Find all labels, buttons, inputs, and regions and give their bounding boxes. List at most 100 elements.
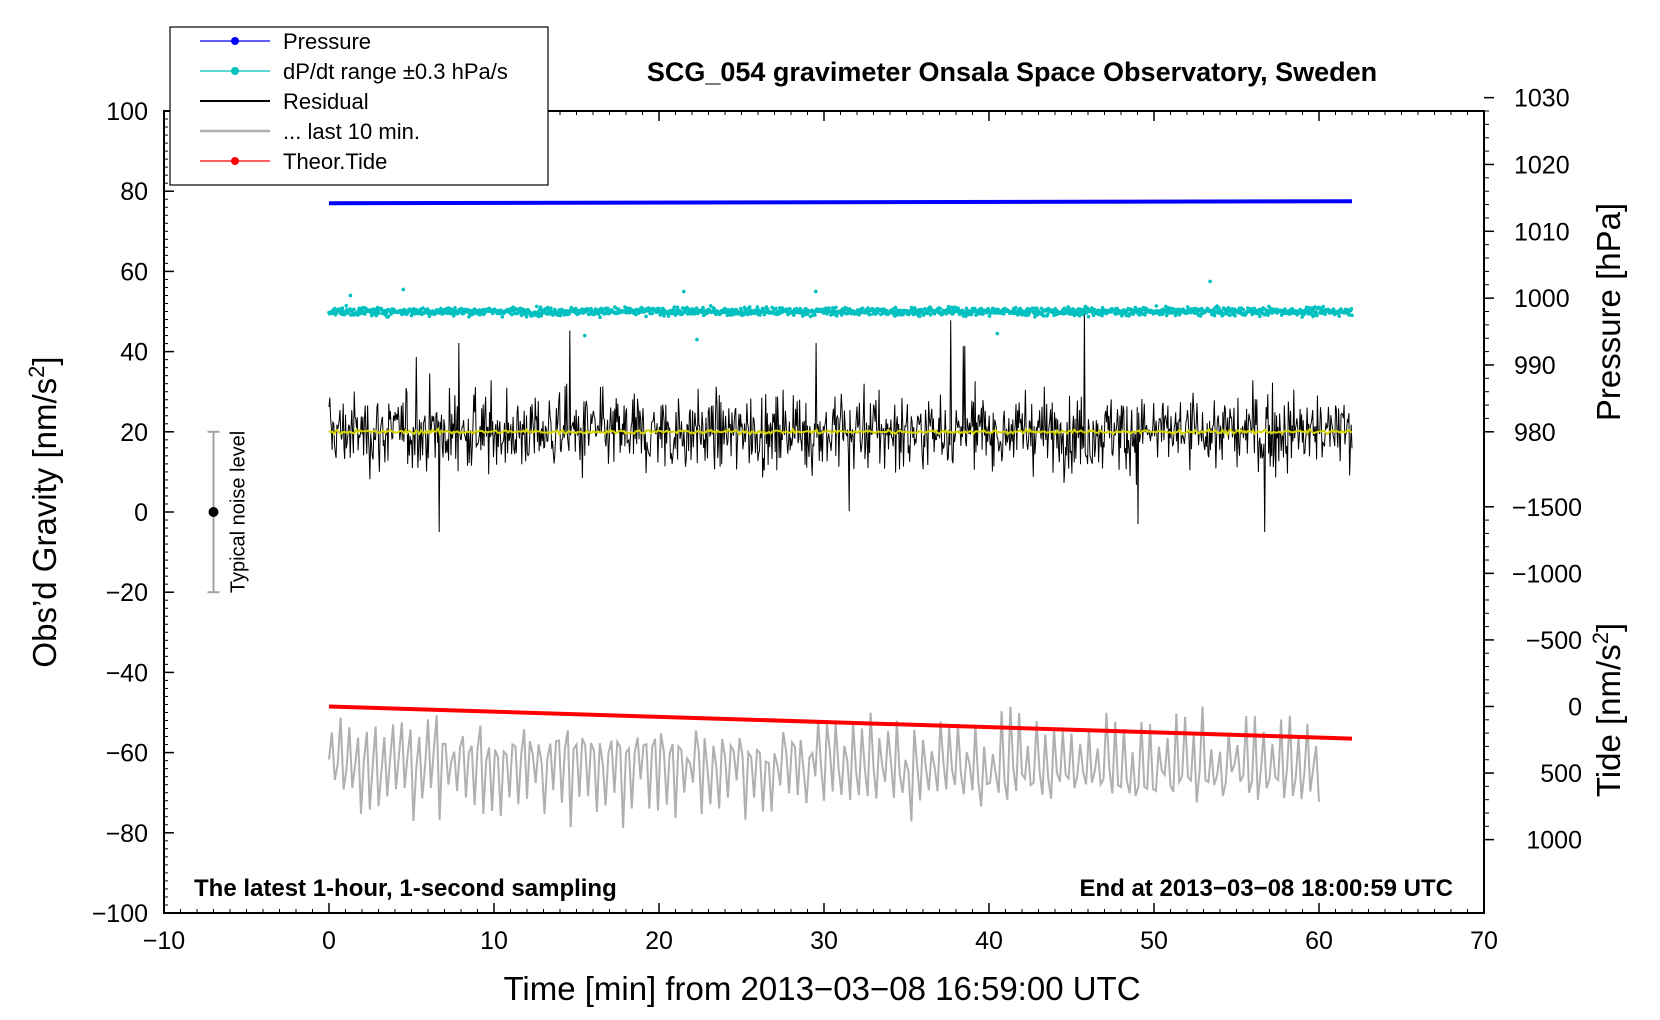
dpdt-point <box>1042 314 1046 318</box>
dpdt-point <box>1309 309 1313 313</box>
dpdt-point <box>1300 315 1304 319</box>
dpdt-point <box>374 313 379 318</box>
dpdt-point <box>1311 314 1315 319</box>
pressure-tick-label: 1030 <box>1514 85 1570 113</box>
dpdt-point <box>451 308 455 313</box>
dpdt-point <box>1039 306 1044 311</box>
dpdt-point <box>1091 313 1096 318</box>
dpdt-point <box>987 314 992 318</box>
dpdt-point <box>644 314 648 319</box>
dpdt-point <box>1345 308 1350 312</box>
y-axis-title: Obs’d Gravity [nm/s2] <box>24 356 64 667</box>
y-tick-label: −40 <box>106 659 148 687</box>
dpdt-point <box>1314 310 1318 315</box>
dpdt-point <box>1228 313 1232 318</box>
legend-label-pressure: Pressure <box>283 29 371 54</box>
dpdt-point <box>672 305 677 309</box>
last-10-min-series <box>328 706 1320 829</box>
dpdt-point <box>1347 313 1352 317</box>
dpdt-point <box>1164 304 1168 309</box>
dpdt-point <box>538 305 543 310</box>
dpdt-point <box>774 306 778 311</box>
dpdt-point <box>1349 307 1354 311</box>
y-tick-label: 20 <box>120 419 148 447</box>
pressure-tick-label: 990 <box>1514 352 1556 380</box>
dpdt-point <box>739 308 744 312</box>
dpdt-point <box>1266 313 1270 317</box>
dpdt-point <box>1030 306 1035 311</box>
dpdt-outlier-point <box>813 289 818 294</box>
y-tick-label: −60 <box>106 740 148 768</box>
dpdt-point <box>685 312 690 316</box>
y-tick-label: 100 <box>106 98 148 126</box>
legend-label-last10: ... last 10 min. <box>283 119 420 144</box>
noise-bar: Typical noise level <box>207 430 250 594</box>
dpdt-point <box>386 314 391 319</box>
dpdt-point <box>884 308 889 313</box>
dpdt-point <box>834 305 838 310</box>
dpdt-point <box>813 313 817 317</box>
dpdt-point <box>758 313 762 317</box>
dpdt-point <box>384 311 389 315</box>
y-tick-label: 0 <box>134 499 148 527</box>
dpdt-point <box>1331 307 1336 312</box>
dpdt-outlier-point <box>1208 279 1212 284</box>
x-tick-label: 70 <box>1470 927 1498 955</box>
dpdt-point <box>834 314 839 318</box>
dpdt-point <box>1154 304 1159 308</box>
pressure-axis-title: Pressure [hPa] <box>1590 203 1627 421</box>
dpdt-point <box>1086 314 1091 319</box>
dpdt-point <box>1013 305 1018 310</box>
dpdt-point <box>868 312 872 317</box>
dpdt-point <box>662 314 666 318</box>
dpdt-point <box>928 313 933 317</box>
dpdt-point <box>1077 313 1082 318</box>
dpdt-point <box>535 304 539 309</box>
dpdt-point <box>1337 314 1341 318</box>
pressure-tick-label: 1020 <box>1514 151 1570 179</box>
dpdt-point <box>524 314 529 319</box>
dpdt-point <box>363 312 367 316</box>
tide-line <box>328 704 1353 741</box>
dpdt-point <box>1185 305 1190 309</box>
dpdt-point <box>352 307 356 312</box>
dpdt-point <box>981 312 985 316</box>
dpdt-point <box>1241 307 1246 312</box>
last-10-min-line <box>328 706 1320 829</box>
dpdt-outlier-point <box>582 333 587 338</box>
dpdt-point <box>337 307 342 311</box>
dpdt-point <box>344 303 349 308</box>
dpdt-point <box>666 314 671 318</box>
tide-tick-label: 1000 <box>1526 827 1582 855</box>
tide-tick-label: 0 <box>1568 693 1582 721</box>
dpdt-point <box>574 308 579 313</box>
noise-bar-label: Typical noise level <box>228 431 250 593</box>
dpdt-point <box>910 308 914 312</box>
legend-marker-dpdt <box>231 67 239 75</box>
dpdt-point <box>409 313 414 318</box>
dpdt-point <box>377 311 381 316</box>
x-tick-label: 30 <box>810 927 838 955</box>
pressure-tick-label: 980 <box>1514 419 1556 447</box>
chart-title: SCG_054 gravimeter Onsala Space Observat… <box>647 57 1377 87</box>
dpdt-point <box>1139 307 1143 312</box>
dpdt-point <box>467 315 471 319</box>
x-tick-label: 50 <box>1140 927 1168 955</box>
dpdt-point <box>827 306 831 310</box>
y-tick-label: −20 <box>106 579 148 607</box>
dpdt-point <box>1315 313 1319 318</box>
tide-series <box>328 704 1353 741</box>
dpdt-point <box>866 306 870 310</box>
dpdt-point <box>755 305 760 309</box>
dpdt-point <box>657 306 661 311</box>
dpdt-point <box>946 304 951 309</box>
tick-labels: −10 0 10 20 30 40 50 60 70−100−80−60−40−20020406… <box>92 85 1582 955</box>
pressure-line <box>328 199 1353 206</box>
legend-marker-pressure <box>231 37 239 45</box>
residual-line <box>328 307 1353 533</box>
noise-bar-center-dot <box>208 507 219 517</box>
dpdt-outlier-point <box>681 289 686 294</box>
dpdt-point <box>941 312 945 316</box>
dpdt-point <box>1200 307 1205 312</box>
dpdt-point <box>1045 312 1050 317</box>
